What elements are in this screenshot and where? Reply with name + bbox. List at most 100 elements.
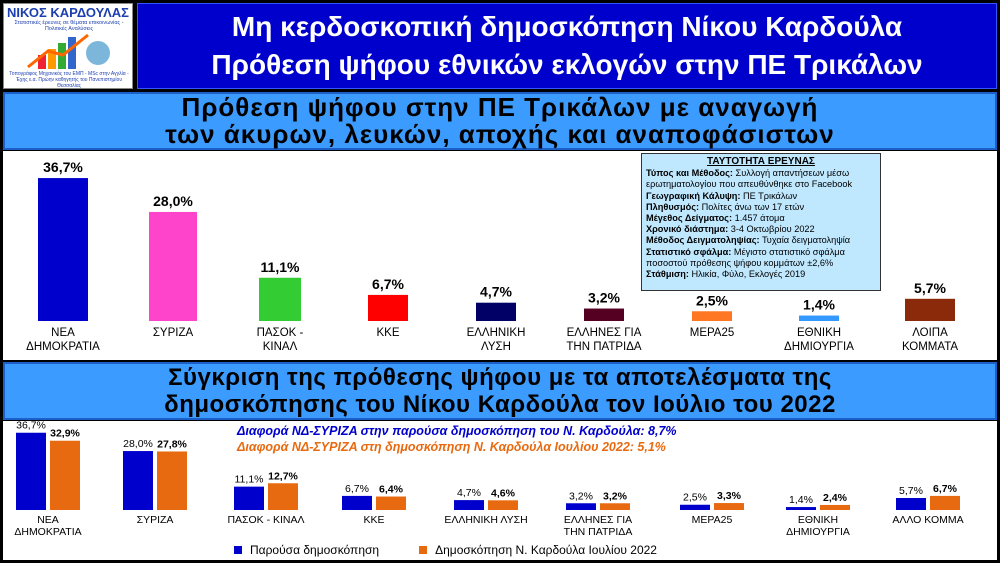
data-label: 4,7% bbox=[480, 284, 512, 300]
category-label: ΕΛΛΗΝΕΣ ΓΙΑ bbox=[567, 327, 642, 339]
survey-row: Στατιστικό σφάλμα: Μέγιστο στατιστικό σφ… bbox=[646, 247, 876, 269]
category-label: ΠΑΣΟΚ - bbox=[257, 327, 304, 339]
survey-value: 1.457 άτομα bbox=[732, 213, 785, 224]
section-title-intent-line2: των άκυρων, λευκών, αποχής και αναποφάσι… bbox=[165, 119, 835, 149]
bar bbox=[38, 178, 88, 321]
data-label: 2,4% bbox=[823, 492, 848, 504]
data-label: 6,7% bbox=[933, 483, 958, 495]
bar bbox=[600, 503, 630, 510]
section-title-intent: Πρόθεση ψήφου στην ΠΕ Τρικάλων με αναγωγ… bbox=[3, 92, 997, 150]
survey-key: Στάθμιση: bbox=[646, 269, 689, 280]
category-label: ΔΗΜΙΟΥΡΓΙΑ bbox=[786, 526, 850, 538]
data-label: 3,2% bbox=[569, 490, 593, 502]
data-label: 1,4% bbox=[803, 297, 835, 313]
category-label: ΔΗΜΙΟΥΡΓΙΑ bbox=[784, 341, 854, 353]
survey-key: Μέγεθος Δείγματος: bbox=[646, 213, 733, 224]
logo: ΝΙΚΟΣ ΚΑΡΔΟΥΛΑΣ Στατιστικές έρευνες σε θ… bbox=[3, 3, 133, 89]
category-label: ΠΑΣΟΚ - ΚΙΝΑΛ bbox=[227, 514, 304, 526]
logo-subtitle: Στατιστικές έρευνες σε θέματα επικοινωνί… bbox=[14, 20, 124, 32]
section-title-comparison-line1: Σύγκριση της πρόθεσης ψήφου με τα αποτελ… bbox=[168, 364, 832, 391]
legend-swatch-current bbox=[234, 546, 242, 554]
data-label: 6,7% bbox=[345, 483, 369, 495]
bar bbox=[692, 311, 732, 321]
section-title-intent-line1: Πρόθεση ψήφου στην ΠΕ Τρικάλων με αναγωγ… bbox=[181, 92, 819, 122]
data-label: 2,5% bbox=[696, 292, 728, 308]
data-label: 6,7% bbox=[372, 276, 404, 292]
data-label: 27,8% bbox=[157, 438, 187, 450]
header-title: Μη κερδοσκοπική δημοσκόπηση Νίκου Καρδού… bbox=[231, 11, 903, 42]
logo-footer: Τοπογράφος Μηχανικός του ΕΜΠ - MSc στην … bbox=[9, 71, 129, 89]
survey-row: Γεωγραφική Κάλυψη: ΠΕ Τρικάλων bbox=[646, 191, 876, 202]
bar bbox=[50, 440, 80, 510]
survey-row: Μέθοδος Δειγματοληψίας: Τυχαία δειγματολ… bbox=[646, 235, 876, 246]
category-label: ΝΕΑ bbox=[51, 327, 75, 339]
category-label: ΚΟΜΜΑΤΑ bbox=[902, 341, 958, 353]
bar bbox=[123, 451, 153, 510]
survey-value: Συλλογή απαντήσεων μέσω ερωτηματολογίου … bbox=[646, 168, 853, 190]
survey-key: Τύπος και Μέθοδος: bbox=[646, 168, 733, 179]
bar bbox=[268, 483, 298, 510]
bar bbox=[157, 451, 187, 510]
difference-notes: Διαφορά ΝΔ-ΣΥΡΙΖΑ στην παρούσα δημοσκόπη… bbox=[237, 423, 677, 455]
bar bbox=[16, 432, 46, 510]
category-label: ΔΗΜΟΚΡΑΤΙΑ bbox=[26, 341, 100, 353]
bar bbox=[584, 308, 624, 321]
data-label: 28,0% bbox=[123, 438, 153, 450]
survey-row: Τύπος και Μέθοδος: Συλλογή απαντήσεων μέ… bbox=[646, 168, 876, 190]
survey-value: 3-4 Οκτωβρίου 2022 bbox=[728, 224, 815, 235]
category-label: ΣΥΡΙΖΑ bbox=[137, 514, 174, 526]
category-label: ΑΛΛΟ ΚΟΜΜΑ bbox=[892, 514, 963, 526]
section-title-comparison: Σύγκριση της πρόθεσης ψήφου με τα αποτελ… bbox=[3, 362, 997, 420]
bar bbox=[799, 315, 839, 321]
category-label: ΣΥΡΙΖΑ bbox=[153, 327, 194, 339]
page-header: Μη κερδοσκοπική δημοσκόπηση Νίκου Καρδού… bbox=[137, 3, 997, 89]
data-label: 36,7% bbox=[43, 159, 83, 175]
category-label: ΝΕΑ bbox=[37, 514, 59, 526]
data-label: 28,0% bbox=[153, 193, 193, 209]
bar bbox=[930, 495, 960, 510]
category-label: ΕΘΝΙΚΗ bbox=[798, 514, 838, 526]
legend-swatch-july bbox=[419, 546, 428, 554]
bar bbox=[820, 504, 850, 510]
bar bbox=[149, 211, 197, 321]
data-label: 5,7% bbox=[899, 485, 923, 497]
category-label: ΚΚΕ bbox=[376, 327, 399, 339]
survey-title: ΤΑΥΤΟΤΗΤΑ ΕΡΕΥΝΑΣ bbox=[707, 156, 815, 167]
data-label: 6,4% bbox=[379, 484, 404, 496]
difference-note-current: Διαφορά ΝΔ-ΣΥΡΙΖΑ στην παρούσα δημοσκόπη… bbox=[237, 424, 677, 438]
bar bbox=[488, 500, 518, 510]
section-title-comparison-line2: δημοσκόπησης του Νίκου Καρδούλα τον Ιούλ… bbox=[164, 391, 836, 418]
survey-value: Πολίτες άνω των 17 ετών bbox=[699, 201, 805, 212]
category-label: ΚΚΕ bbox=[363, 514, 384, 526]
legend-item-current: Παρούσα δημοσκόπηση bbox=[234, 543, 379, 557]
category-label: ΕΛΛΗΝΕΣ ΓΙΑ bbox=[564, 514, 632, 526]
chart-legend: Παρούσα δημοσκόπηση Δημοσκόπηση Ν. Καρδο… bbox=[234, 543, 657, 557]
survey-row: Πληθυσμός: Πολίτες άνω των 17 ετών bbox=[646, 202, 876, 213]
data-label: 11,1% bbox=[261, 259, 300, 275]
survey-row: Στάθμιση: Ηλικία, Φύλο, Εκλογές 2019 bbox=[646, 269, 876, 280]
category-label: ΕΛΛΗΝΙΚΗ ΛΥΣΗ bbox=[444, 514, 527, 526]
category-label: ΤΗΝ ΠΑΤΡΙΔΑ bbox=[566, 341, 642, 353]
survey-value: Μέγιστο στατιστικό σφάλμα ποσοστού πρόθε… bbox=[646, 246, 845, 268]
bar bbox=[259, 277, 301, 321]
survey-key: Πληθυσμός: bbox=[646, 201, 700, 212]
header-subtitle: Πρόθεση ψήφου εθνικών εκλογών στην ΠΕ Τρ… bbox=[211, 49, 923, 80]
bar bbox=[368, 294, 408, 321]
survey-identity-box: ΤΑΥΤΟΤΗΤΑ ΕΡΕΥΝΑΣ Τύπος και Μέθοδος: Συλ… bbox=[641, 153, 881, 291]
bar bbox=[680, 504, 710, 510]
bar bbox=[376, 496, 406, 510]
bar bbox=[234, 486, 264, 510]
legend-label-current: Παρούσα δημοσκόπηση bbox=[250, 543, 380, 557]
category-label: ΕΛΛΗΝΙΚΗ bbox=[467, 327, 526, 339]
data-label: 36,7% bbox=[16, 420, 46, 432]
category-label: ΚΙΝΑΛ bbox=[263, 341, 298, 353]
bar bbox=[714, 503, 744, 510]
data-label: 4,6% bbox=[491, 487, 516, 499]
logo-chart-icon bbox=[27, 33, 110, 69]
bar bbox=[454, 500, 484, 510]
data-label: 12,7% bbox=[268, 470, 298, 482]
legend-label-july: Δημοσκόπηση Ν. Καρδούλα Ιουλίου 2022 bbox=[435, 543, 657, 557]
bar bbox=[905, 298, 955, 321]
